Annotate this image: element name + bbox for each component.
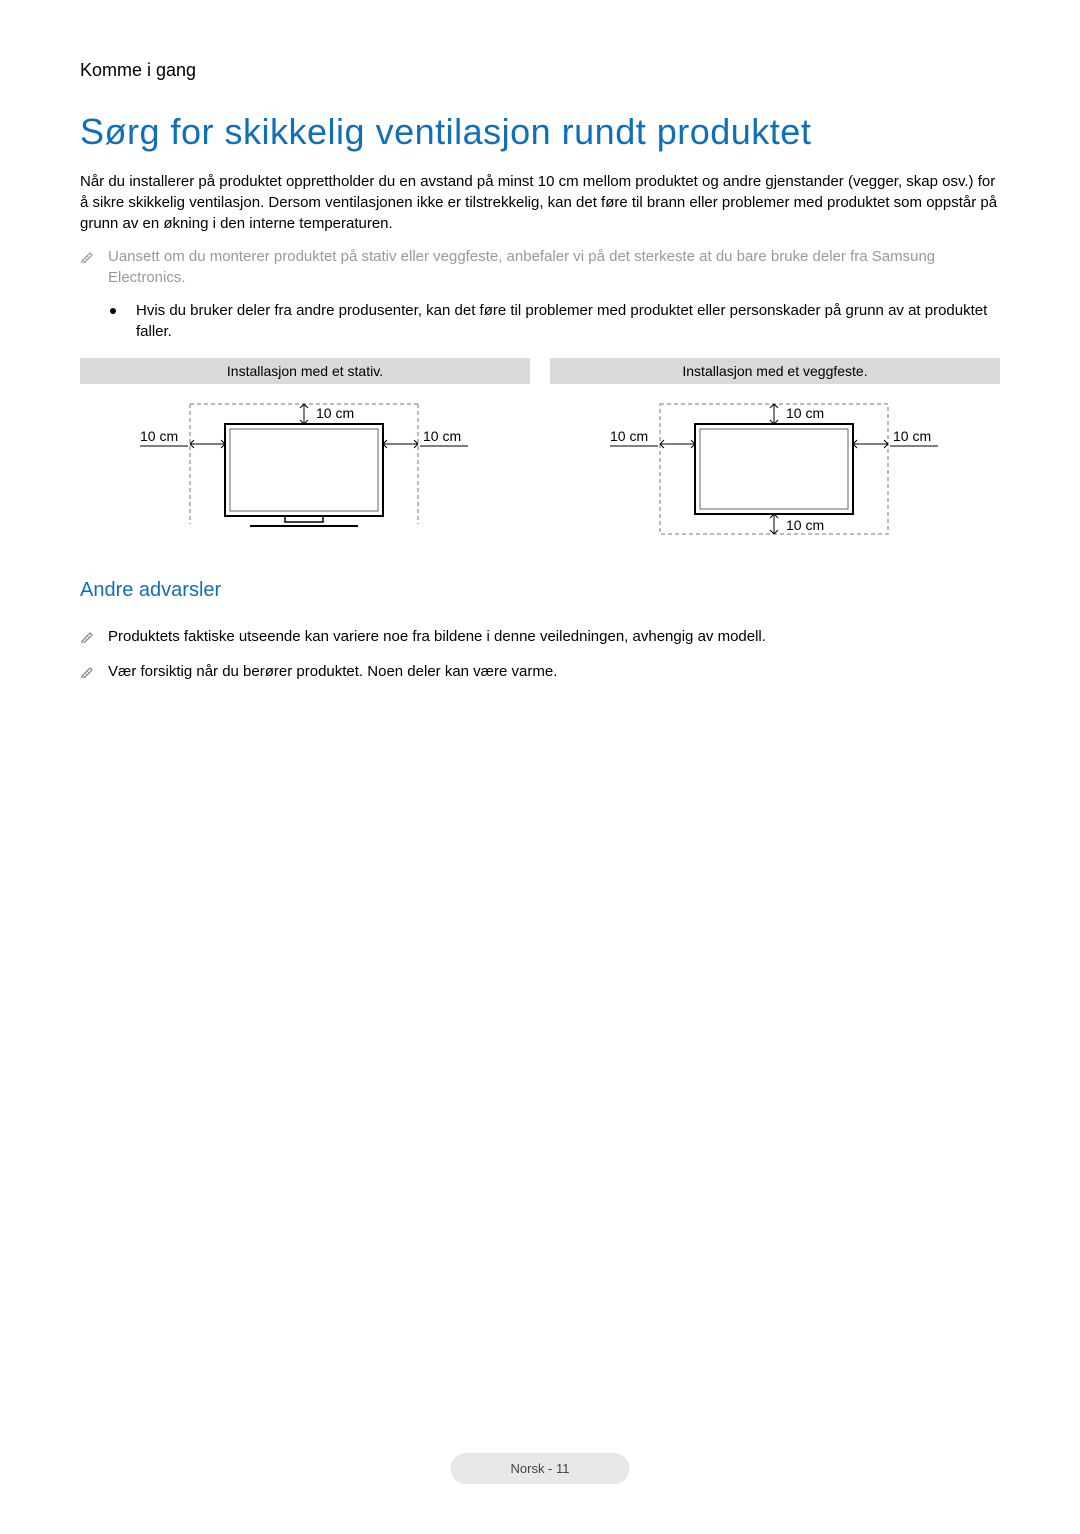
warning-text-1: Produktets faktiske utseende kan variere… xyxy=(108,626,766,647)
note-row: Uansett om du monterer produktet på stat… xyxy=(80,246,1000,288)
pencil-icon xyxy=(80,249,94,263)
diagram-wall-header: Installasjon med et veggfeste. xyxy=(550,358,1000,384)
diagram-wall: Installasjon med et veggfeste. 10 cm 10 … xyxy=(550,358,1000,549)
stand-top-label: 10 cm xyxy=(316,405,354,421)
note-text: Uansett om du monterer produktet på stat… xyxy=(108,246,1000,288)
warning-row-2: Vær forsiktig når du berører produktet. … xyxy=(80,661,1000,682)
bullet-row: Hvis du bruker deler fra andre produsent… xyxy=(110,300,1000,342)
diagram-stand-svg: 10 cm 10 cm 10 cm xyxy=(80,384,530,544)
diagrams-container: Installasjon med et stativ. 10 cm 10 xyxy=(80,358,1000,549)
diagram-wall-svg: 10 cm 10 cm 10 cm 10 cm xyxy=(550,384,1000,544)
pencil-icon xyxy=(80,629,94,643)
bullet-text: Hvis du bruker deler fra andre produsent… xyxy=(136,300,1000,342)
intro-paragraph: Når du installerer på produktet oppretth… xyxy=(80,171,1000,234)
stand-left-label: 10 cm xyxy=(140,428,178,444)
page-title: Sørg for skikkelig ventilasjon rundt pro… xyxy=(80,111,1000,153)
warning-text-2: Vær forsiktig når du berører produktet. … xyxy=(108,661,557,682)
bullet-dot xyxy=(110,308,116,314)
wall-left-label: 10 cm xyxy=(610,428,648,444)
footer-page-badge: Norsk - 11 xyxy=(451,1453,630,1484)
section-header: Komme i gang xyxy=(80,60,1000,81)
subheading: Andre advarsler xyxy=(80,579,1000,602)
diagram-stand: Installasjon med et stativ. 10 cm 10 xyxy=(80,358,530,549)
wall-top-label: 10 cm xyxy=(786,405,824,421)
diagram-stand-header: Installasjon med et stativ. xyxy=(80,358,530,384)
wall-bottom-label: 10 cm xyxy=(786,517,824,533)
warning-row-1: Produktets faktiske utseende kan variere… xyxy=(80,626,1000,647)
wall-right-label: 10 cm xyxy=(893,428,931,444)
pencil-icon xyxy=(80,664,94,678)
stand-right-label: 10 cm xyxy=(423,428,461,444)
